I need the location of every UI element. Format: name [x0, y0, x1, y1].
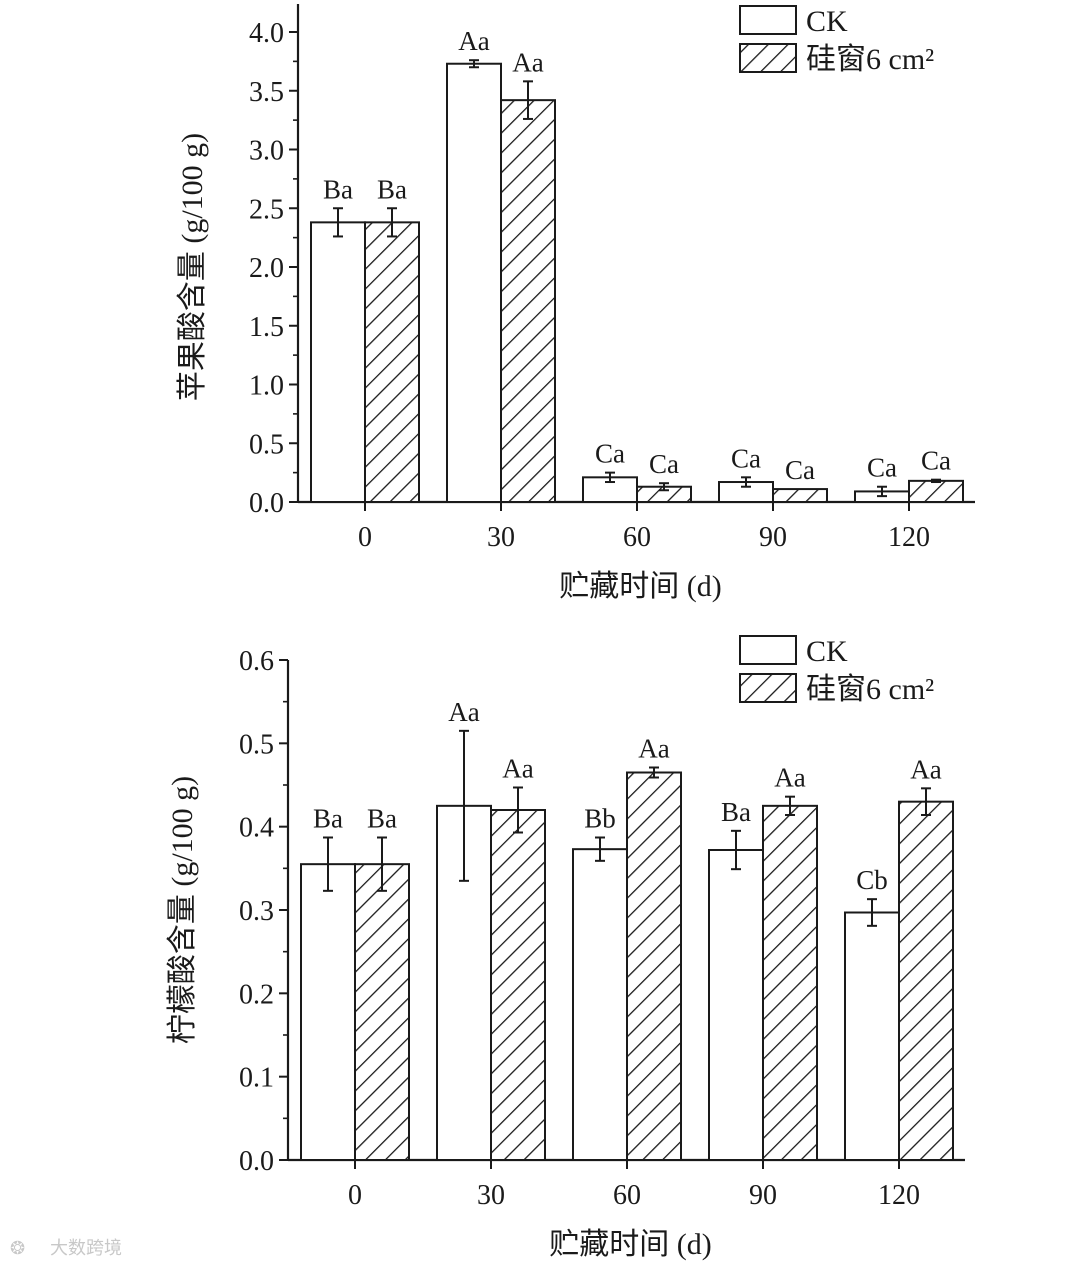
- legend-label: CK: [806, 635, 848, 668]
- x-axis-title: 贮藏时间 (d): [559, 570, 721, 603]
- x-tick-label: 30: [477, 1180, 505, 1211]
- x-axis-title: 贮藏时间 (d): [549, 1228, 711, 1261]
- significance-label: Bb: [584, 804, 616, 834]
- legend-label: 硅窗6 cm²: [806, 43, 934, 76]
- x-tick-label: 120: [888, 522, 930, 553]
- significance-label: Aa: [512, 47, 543, 77]
- legend: CK 硅窗6 cm²: [739, 635, 934, 706]
- x-tick-label: 90: [749, 1180, 777, 1211]
- significance-label: Ca: [595, 439, 625, 469]
- legend-swatch: [739, 673, 797, 703]
- significance-label: Cb: [856, 865, 888, 895]
- y-tick-label: 0.3: [239, 896, 274, 927]
- bar-silicon-window: [490, 809, 546, 1161]
- y-tick-label: 2.5: [249, 194, 284, 225]
- y-tick-label: 3.0: [249, 136, 284, 167]
- significance-label: Ca: [649, 449, 679, 479]
- legend-label: 硅窗6 cm²: [806, 673, 934, 706]
- bar-silicon-window: [898, 800, 954, 1162]
- y-tick-label: 0.5: [239, 729, 274, 760]
- y-tick-label: 2.0: [249, 253, 284, 284]
- significance-label: Ba: [721, 797, 751, 827]
- y-axis-title: 苹果酸含量 (g/100 g): [176, 133, 209, 401]
- y-tick-label: 4.0: [249, 18, 284, 49]
- y-tick-label: 3.5: [249, 77, 284, 108]
- significance-label: Ca: [921, 446, 951, 476]
- x-tick-label: 30: [487, 522, 515, 553]
- significance-label: Ca: [867, 453, 897, 483]
- y-tick-label: 1.5: [249, 312, 284, 343]
- x-tick-label: 60: [623, 522, 651, 553]
- significance-label: Ca: [731, 443, 761, 473]
- y-tick-label: 0.0: [249, 488, 284, 519]
- bar-ck: [300, 863, 356, 1162]
- x-tick-label: 0: [358, 522, 372, 553]
- bar-silicon-window: [762, 804, 818, 1161]
- bar-ck: [310, 221, 366, 503]
- legend-label: CK: [806, 5, 848, 38]
- y-tick-label: 0.4: [239, 813, 274, 844]
- bar-silicon-window: [500, 99, 556, 504]
- watermark-text: 大数跨境: [50, 1238, 122, 1259]
- bar-silicon-window: [354, 863, 410, 1162]
- significance-label: Ba: [323, 174, 353, 204]
- bar-silicon-window: [364, 221, 420, 503]
- x-tick-label: 90: [759, 522, 787, 553]
- significance-label: Ca: [785, 455, 815, 485]
- bar-silicon-window: [908, 479, 964, 504]
- significance-label: Ba: [367, 804, 397, 834]
- y-tick-label: 0.0: [239, 1146, 274, 1177]
- legend-swatch: [739, 5, 797, 35]
- significance-label: Aa: [774, 763, 805, 793]
- x-tick-label: 120: [878, 1180, 920, 1211]
- legend: CK 硅窗6 cm²: [739, 5, 934, 76]
- significance-label: Aa: [638, 734, 669, 764]
- bar-ck: [708, 849, 764, 1161]
- significance-label: Aa: [448, 697, 479, 727]
- x-tick-label: 60: [613, 1180, 641, 1211]
- x-tick-label: 0: [348, 1180, 362, 1211]
- y-tick-label: 1.0: [249, 371, 284, 402]
- bar-ck: [446, 62, 502, 503]
- y-axis-title: 柠檬酸含量 (g/100 g): [166, 776, 199, 1044]
- citric-acid-chart: 0.0 0.1 0.2 0.3 0.4 0.5 0.6 柠檬酸含量 (g/100 g) 0 30 6…: [166, 635, 965, 1261]
- bar-ck: [572, 848, 628, 1162]
- malic-acid-chart: 0.0 0.5 1.0 1.5 2.0 2.5 3.0 3.5 4.0 苹果酸含量 (g/100 …: [176, 4, 975, 603]
- significance-label: Ba: [377, 174, 407, 204]
- bar-silicon-window: [772, 488, 828, 504]
- y-tick-label: 0.2: [239, 979, 274, 1010]
- significance-label: Aa: [502, 754, 533, 784]
- bar-silicon-window: [626, 771, 682, 1161]
- y-tick-label: 0.6: [239, 646, 274, 677]
- watermark-logo-icon: ❂: [10, 1238, 25, 1259]
- bar-ck: [844, 911, 900, 1161]
- significance-label: Aa: [458, 26, 489, 56]
- y-tick-label: 0.5: [249, 429, 284, 460]
- significance-label: Ba: [313, 804, 343, 834]
- y-tick-label: 0.1: [239, 1063, 274, 1094]
- significance-label: Aa: [910, 754, 941, 784]
- legend-swatch: [739, 635, 797, 665]
- legend-swatch: [739, 43, 797, 73]
- watermark: ❂ 大数跨境: [10, 1238, 122, 1259]
